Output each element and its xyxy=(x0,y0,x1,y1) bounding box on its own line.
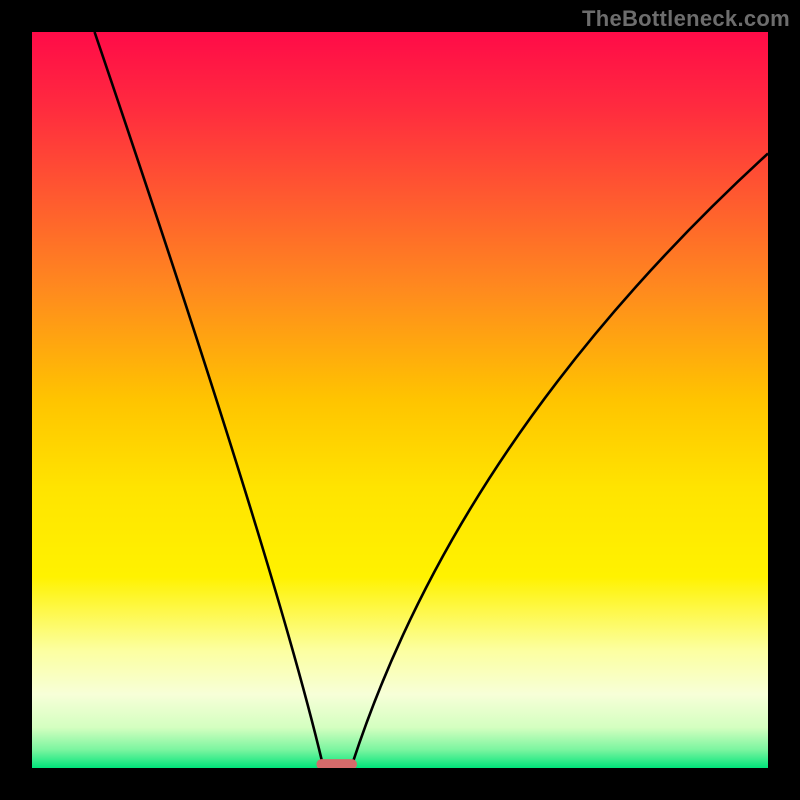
apex-marker xyxy=(316,759,356,768)
chart-container: TheBottleneck.com xyxy=(0,0,800,800)
gradient-background xyxy=(32,32,768,768)
plot-svg xyxy=(32,32,768,768)
watermark-text: TheBottleneck.com xyxy=(582,6,790,32)
plot-area xyxy=(32,32,768,768)
